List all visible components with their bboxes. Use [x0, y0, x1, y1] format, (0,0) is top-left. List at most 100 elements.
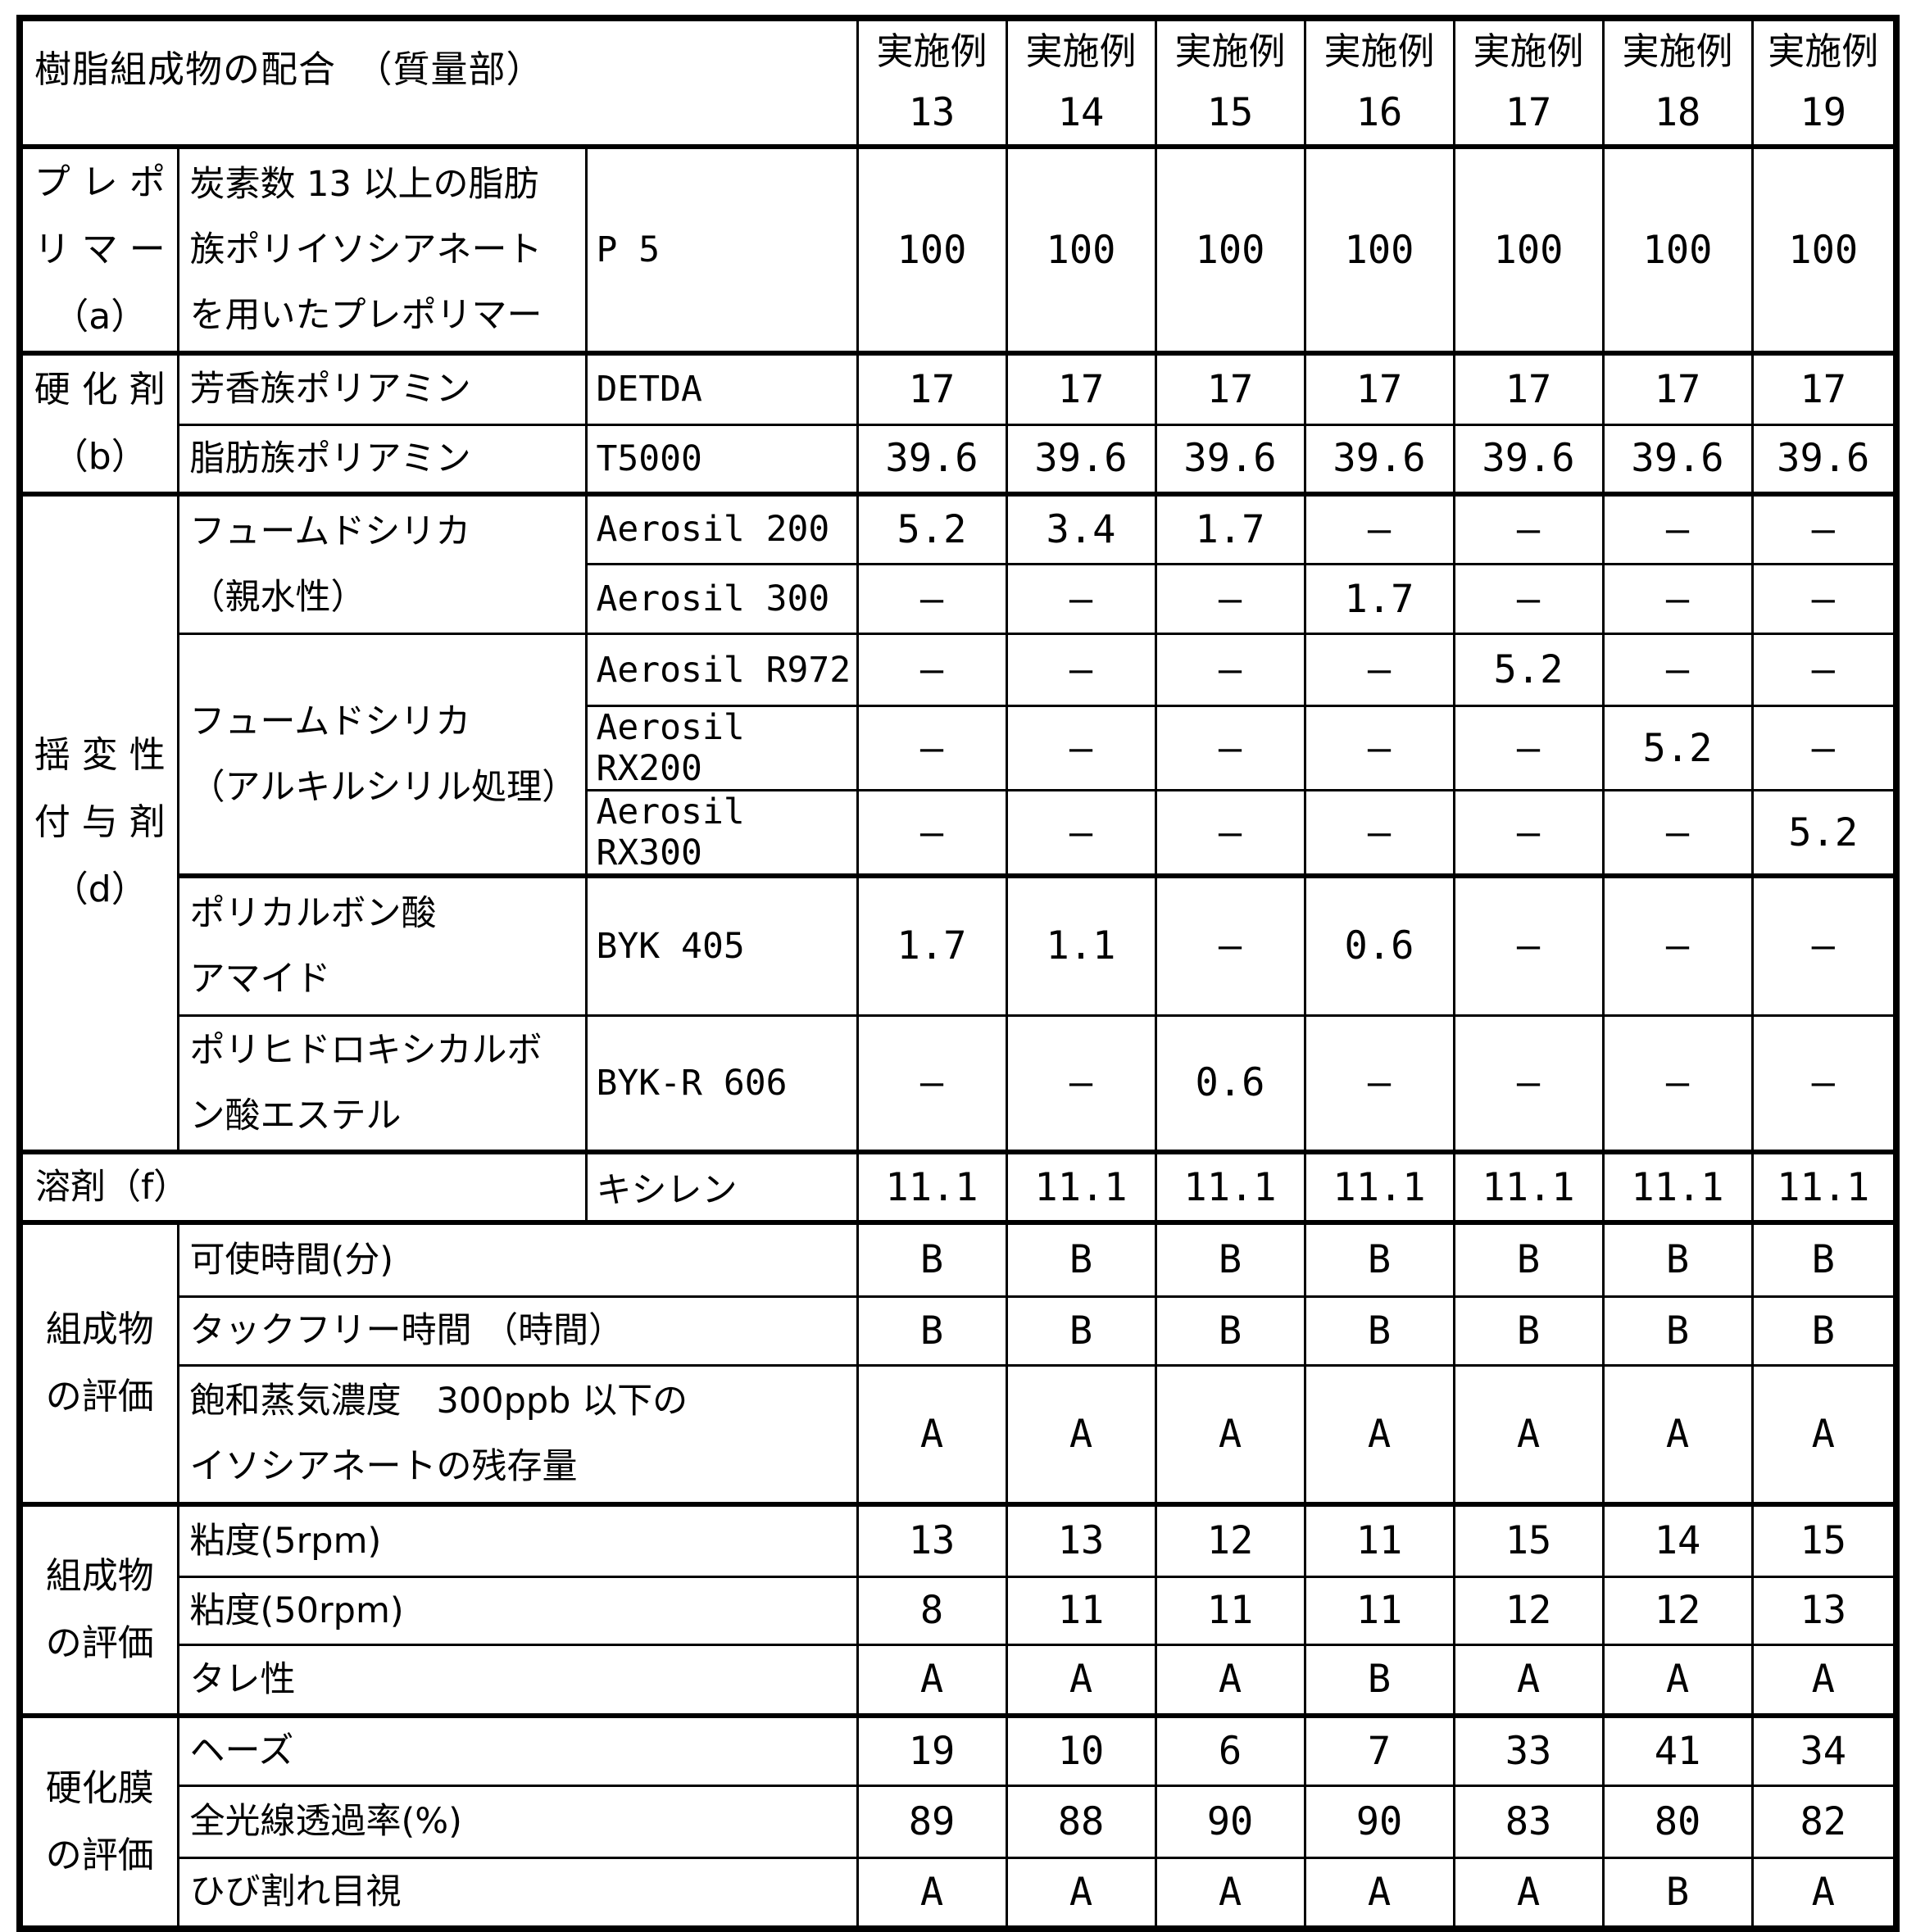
- text-line: （アルキルシリル処理）: [189, 766, 578, 808]
- text-line: フュームドシリカ: [189, 701, 471, 742]
- value-cell: —: [856, 1014, 1008, 1154]
- value-cell: 13: [1750, 1575, 1898, 1646]
- value-cell: 17: [1303, 351, 1455, 426]
- value-cell: A: [1601, 1643, 1754, 1717]
- value-cell: 17: [1750, 351, 1898, 426]
- value-cell: —: [1750, 705, 1898, 791]
- text-line: タックフリー時間 （時間）: [189, 1310, 624, 1351]
- value-cell: A: [1005, 1856, 1157, 1930]
- value-cell: 0.6: [1154, 1014, 1306, 1154]
- desc-aliphatic-polyamine-cell: 脂肪族ポリアミン: [176, 423, 588, 495]
- example-number: 17: [1505, 90, 1552, 135]
- text-line: 硬化膜: [45, 1766, 154, 1809]
- value-cell: 14: [1601, 1502, 1754, 1578]
- value-cell: —: [1452, 873, 1605, 1017]
- text-line: フュームドシリカ: [189, 510, 471, 552]
- value-cell: 34: [1750, 1713, 1898, 1787]
- value-cell: —: [856, 705, 1008, 791]
- group-cell-cured-film-eval: 硬化膜 の評価: [18, 1713, 179, 1930]
- value-cell: 19: [856, 1713, 1008, 1787]
- row-aerosil-200: 揺 変 性 付 与 剤 （d） フュームドシリカ （親水性） Aerosil 2…: [18, 491, 1898, 1154]
- value-cell: —: [1601, 563, 1754, 635]
- group-cell-hardener: 硬 化 剤 （b）: [18, 351, 179, 495]
- desc-aromatic-polyamine-cell: 芳香族ポリアミン: [176, 351, 588, 426]
- desc-fumed-silica-hydrophilic-cell: フュームドシリカ （親水性）: [176, 491, 588, 635]
- value-cell: 100: [1452, 144, 1605, 355]
- value-cell: 1.7: [1303, 563, 1455, 635]
- text-line: の評価: [45, 1834, 154, 1876]
- text-line: 組成物: [45, 1308, 154, 1350]
- value-cell: 17: [856, 351, 1008, 426]
- text-line: 飽和蒸気濃度 300ppb 以下の: [189, 1381, 688, 1422]
- value-cell: 0.6: [1303, 873, 1455, 1017]
- row-viscosity-5rpm: 組成物 の評価 粘度(5rpm) 13 13 12 11 15 14 15: [18, 1502, 1898, 1717]
- desc-viscosity-5rpm-cell: 粘度(5rpm): [176, 1502, 859, 1578]
- value-cell: 15: [1750, 1502, 1898, 1578]
- value-cell: 39.6: [1601, 423, 1754, 495]
- value-cell: —: [1154, 789, 1306, 878]
- value-cell: 11: [1303, 1502, 1455, 1578]
- value-cell: B: [1303, 1643, 1455, 1717]
- value-cell: —: [856, 563, 1008, 635]
- value-cell: B: [856, 1295, 1008, 1367]
- example-label: 実施例: [1622, 29, 1733, 73]
- value-cell: —: [1303, 491, 1455, 565]
- value-cell: 89: [856, 1784, 1008, 1859]
- group-cell-composition-eval-2: 組成物 の評価: [18, 1502, 179, 1717]
- value-cell: 83: [1452, 1784, 1605, 1859]
- desc-residual-isocyanate-cell: 飽和蒸気濃度 300ppb 以下の イソシアネートの残存量: [176, 1363, 859, 1506]
- value-cell: 11.1: [1601, 1150, 1754, 1224]
- value-cell: —: [856, 633, 1008, 707]
- example-label: 実施例: [1768, 29, 1879, 73]
- value-cell: B: [1303, 1295, 1455, 1367]
- value-cell: A: [1452, 1643, 1605, 1717]
- text-line: アマイド: [189, 958, 331, 1000]
- text-line: ポリヒドロキシカルボ: [189, 1029, 543, 1071]
- value-cell: A: [1154, 1363, 1306, 1506]
- example-number: 16: [1355, 90, 1403, 135]
- text-line: 全光線透過率(%): [189, 1801, 462, 1842]
- example-column-header: 実施例 13: [856, 16, 1008, 148]
- product-cell: T5000: [584, 423, 859, 495]
- value-cell: 13: [856, 1502, 1008, 1578]
- value-cell: B: [1750, 1220, 1898, 1298]
- value-cell: B: [1452, 1220, 1605, 1298]
- row-t5000: 脂肪族ポリアミン T5000 39.6 39.6 39.6 39.6 39.6 …: [20, 423, 1898, 495]
- desc-viscosity-50rpm-cell: 粘度(50rpm): [176, 1575, 859, 1646]
- value-cell: 11: [1154, 1575, 1306, 1646]
- value-cell: A: [856, 1856, 1008, 1930]
- text-line: 粘度(50rpm): [189, 1590, 404, 1631]
- value-cell: 100: [1303, 144, 1455, 355]
- value-cell: A: [1154, 1856, 1306, 1930]
- example-label: 実施例: [1473, 29, 1584, 73]
- row-aerosil-r972: フュームドシリカ （アルキルシリル処理） Aerosil R972 — — — …: [20, 633, 1898, 878]
- value-cell: A: [1452, 1363, 1605, 1506]
- desc-total-light-transmittance-cell: 全光線透過率(%): [176, 1784, 859, 1859]
- value-cell: B: [1005, 1295, 1157, 1367]
- text-line: （親水性）: [189, 576, 366, 618]
- text-line: プ レ ポ: [34, 161, 166, 203]
- value-cell: A: [1750, 1363, 1898, 1506]
- value-cell: B: [856, 1220, 1008, 1298]
- example-label: 実施例: [1323, 29, 1435, 73]
- row-detda: 硬 化 剤 （b） 芳香族ポリアミン DETDA 17 17 17 17 17 …: [18, 351, 1898, 495]
- text-line: 芳香族ポリアミン: [189, 369, 471, 410]
- product-cell: BYK-R 606: [584, 1014, 859, 1154]
- value-cell: 100: [1005, 144, 1157, 355]
- value-cell: A: [1303, 1363, 1455, 1506]
- value-cell: 11: [1303, 1575, 1455, 1646]
- value-cell: B: [1005, 1220, 1157, 1298]
- value-cell: 7: [1303, 1713, 1455, 1787]
- value-cell: —: [1005, 1014, 1157, 1154]
- text-line: イソシアネートの残存量: [189, 1446, 578, 1488]
- value-cell: 39.6: [1154, 423, 1306, 495]
- value-cell: A: [1005, 1643, 1157, 1717]
- product-cell: キシレン: [584, 1150, 859, 1224]
- text-line: 揺 変 性: [34, 734, 166, 777]
- text-line: 溶剤（f）: [35, 1167, 189, 1208]
- value-cell: 13: [1005, 1502, 1157, 1578]
- value-cell: B: [1601, 1220, 1754, 1298]
- value-cell: 39.6: [1452, 423, 1605, 495]
- value-cell: —: [1452, 491, 1605, 565]
- value-cell: —: [1005, 563, 1157, 635]
